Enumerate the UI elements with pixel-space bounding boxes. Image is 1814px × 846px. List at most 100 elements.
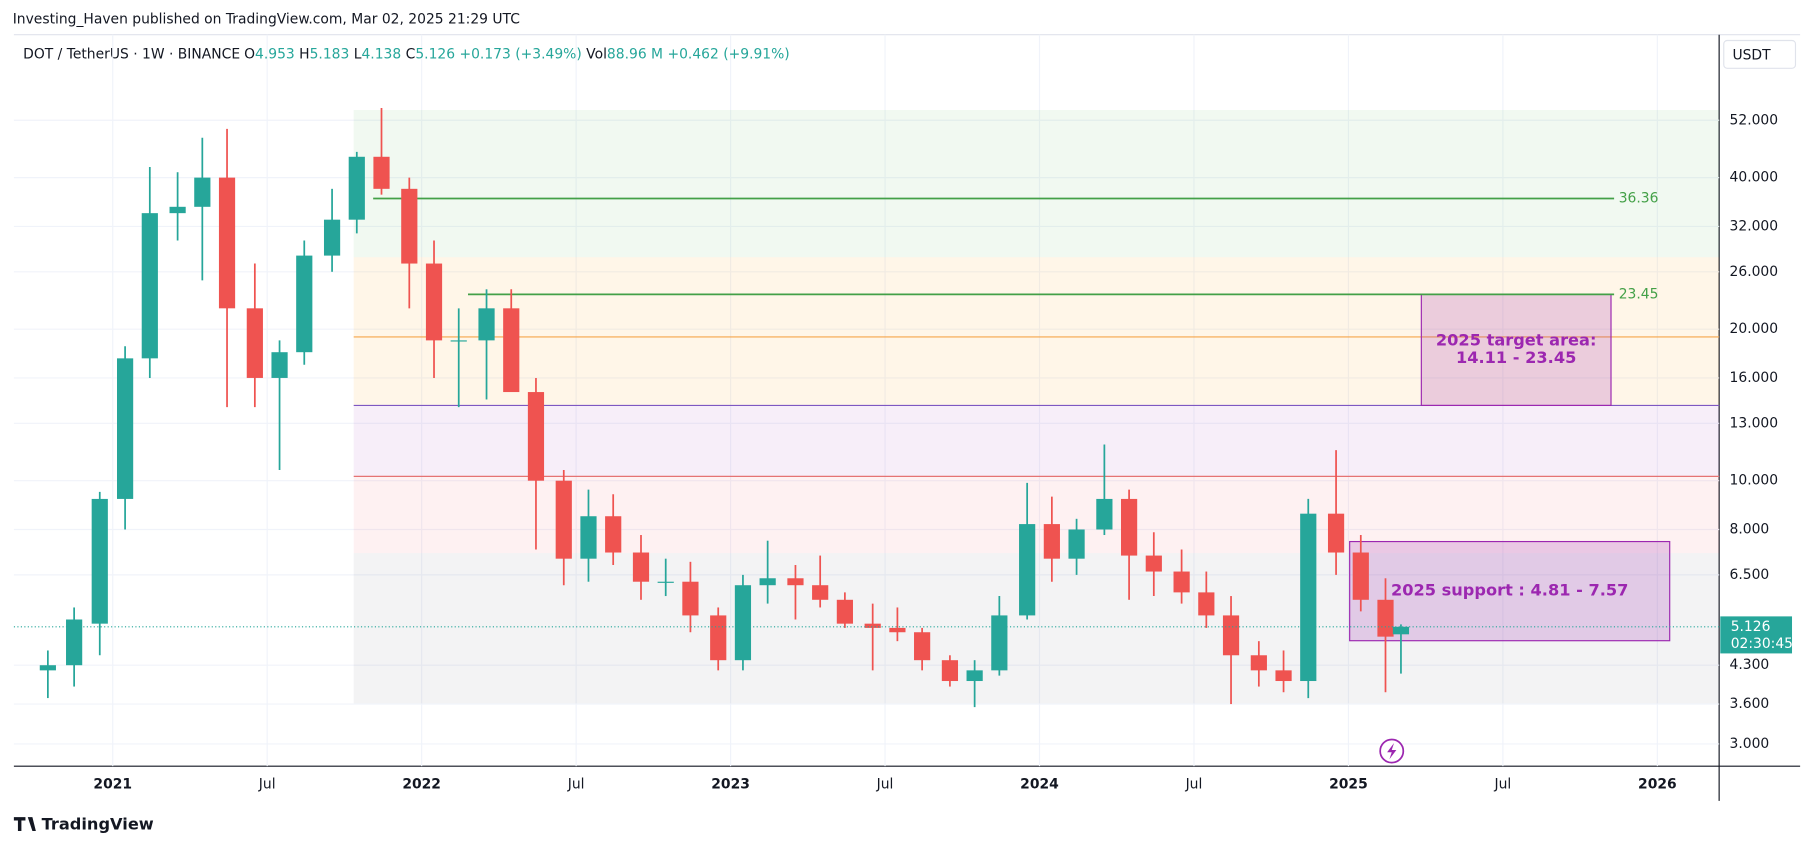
y-tick-label: 52.000 — [1730, 112, 1779, 128]
candle-body — [1019, 524, 1036, 616]
x-tick-label: Jul — [258, 777, 276, 793]
y-tick-label: 6.500 — [1730, 567, 1770, 583]
y-tick-label: 8.000 — [1730, 521, 1770, 537]
annotation-text: 14.11 - 23.45 — [1456, 348, 1576, 367]
candle-body — [555, 480, 572, 559]
candle-body — [348, 156, 365, 220]
candle-body — [1120, 498, 1138, 556]
y-tick-label: 13.000 — [1730, 415, 1779, 431]
candle-body — [194, 177, 211, 207]
candle-body — [812, 585, 829, 600]
candle-body — [271, 352, 288, 378]
candle-body — [116, 358, 134, 499]
legend-label: O — [244, 46, 255, 62]
candle-body — [966, 670, 983, 682]
legend-item: 88.96 M — [607, 46, 663, 62]
x-tick-label: 2025 — [1329, 777, 1368, 793]
currency: USDT — [1732, 48, 1771, 64]
level-label: 23.45 — [1619, 286, 1659, 302]
candle-body — [1352, 552, 1369, 600]
candle-body — [710, 615, 727, 661]
candle-body — [401, 188, 418, 264]
candle-body — [864, 623, 881, 628]
candle-body — [527, 392, 545, 481]
candle-body — [1327, 513, 1345, 553]
candle-body — [657, 581, 674, 583]
x-tick-label: Jul — [1494, 777, 1512, 793]
legend-item: 4.953 — [255, 46, 295, 62]
last-price-box — [1720, 616, 1793, 654]
candle-body — [246, 308, 263, 378]
candle-body — [141, 213, 158, 359]
x-tick-label: Jul — [1185, 777, 1203, 793]
legend-item: +0.462 (+9.91%) — [667, 46, 789, 62]
candle-body — [682, 581, 699, 616]
candle-body — [1377, 599, 1394, 637]
candle-body — [632, 552, 650, 582]
candle-body — [991, 615, 1008, 671]
candle-body — [425, 263, 443, 341]
fib-zone — [353, 109, 1720, 258]
level-label: 36.36 — [1619, 190, 1659, 206]
annotation-text: 2025 support : 4.81 - 7.57 — [1391, 581, 1628, 600]
x-tick-label: 2022 — [402, 777, 441, 793]
x-tick-label: Jul — [876, 777, 894, 793]
candle-body — [1145, 555, 1162, 572]
annotation-text: 2025 target area: — [1436, 331, 1597, 350]
candle-body — [1222, 615, 1240, 656]
y-tick-label: 32.000 — [1730, 218, 1779, 234]
legend-item: +0.173 (+3.49%) — [459, 46, 581, 62]
legend-item: 5.126 — [415, 46, 455, 62]
candle-body — [787, 578, 804, 586]
tv-logo — [13, 817, 36, 831]
countdown: 02:30:45 — [1731, 636, 1793, 652]
legend-label: L — [354, 46, 362, 62]
candle-body — [323, 219, 341, 256]
ohlc-text: O4.953 H5.183 L4.138 C5.126 +0.173 (+3.4… — [244, 46, 790, 62]
published-note: Investing_Haven published on TradingView… — [13, 12, 520, 28]
y-tick-label: 3.000 — [1730, 736, 1770, 752]
candle-body — [91, 498, 108, 624]
x-tick-label: 2024 — [1020, 777, 1059, 793]
candle-body — [1300, 513, 1317, 682]
candle-body — [1043, 524, 1060, 559]
candle-body — [1068, 529, 1085, 559]
x-tick-label: 2026 — [1638, 777, 1677, 793]
fib-zone — [353, 257, 1720, 406]
annotation-box — [1420, 293, 1612, 407]
volume-label: Vol — [586, 46, 607, 62]
y-tick-label: 3.600 — [1730, 696, 1770, 712]
candle-body — [605, 516, 622, 553]
candle-body — [734, 585, 752, 661]
candle-body — [66, 619, 83, 666]
fib-zone — [353, 553, 1720, 704]
symbol: DOT / TetherUS · 1W · BINANCE — [23, 46, 240, 62]
candle-body — [503, 308, 520, 393]
legend-item: 5.183 — [310, 46, 350, 62]
candle-body — [450, 340, 467, 342]
candle-body — [1173, 571, 1190, 593]
legend-label: H — [299, 46, 309, 62]
candle-body — [759, 578, 776, 586]
candle-body — [1198, 592, 1215, 616]
footer-brand: TradingView — [42, 815, 154, 834]
y-tick-label: 20.000 — [1730, 321, 1779, 337]
candle-body — [373, 156, 390, 189]
candle-body — [836, 599, 853, 624]
candle-body — [39, 665, 56, 671]
candle-body — [478, 308, 495, 341]
candle-body — [1275, 670, 1292, 682]
candle-body — [296, 255, 313, 353]
y-tick-label: 26.000 — [1730, 264, 1779, 280]
ohlc-legend: O4.953 H5.183 L4.138 C5.126 +0.173 (+3.4… — [244, 46, 790, 62]
candle-body — [1096, 498, 1113, 530]
x-tick-label: 2023 — [711, 777, 750, 793]
candle-body — [914, 632, 931, 661]
currency-box[interactable] — [1723, 39, 1797, 69]
candle-body — [218, 177, 236, 309]
candle-body — [889, 627, 906, 633]
y-tick-label: 40.000 — [1730, 170, 1779, 186]
last-price: 5.126 — [1731, 619, 1771, 635]
candle-body — [169, 206, 186, 214]
